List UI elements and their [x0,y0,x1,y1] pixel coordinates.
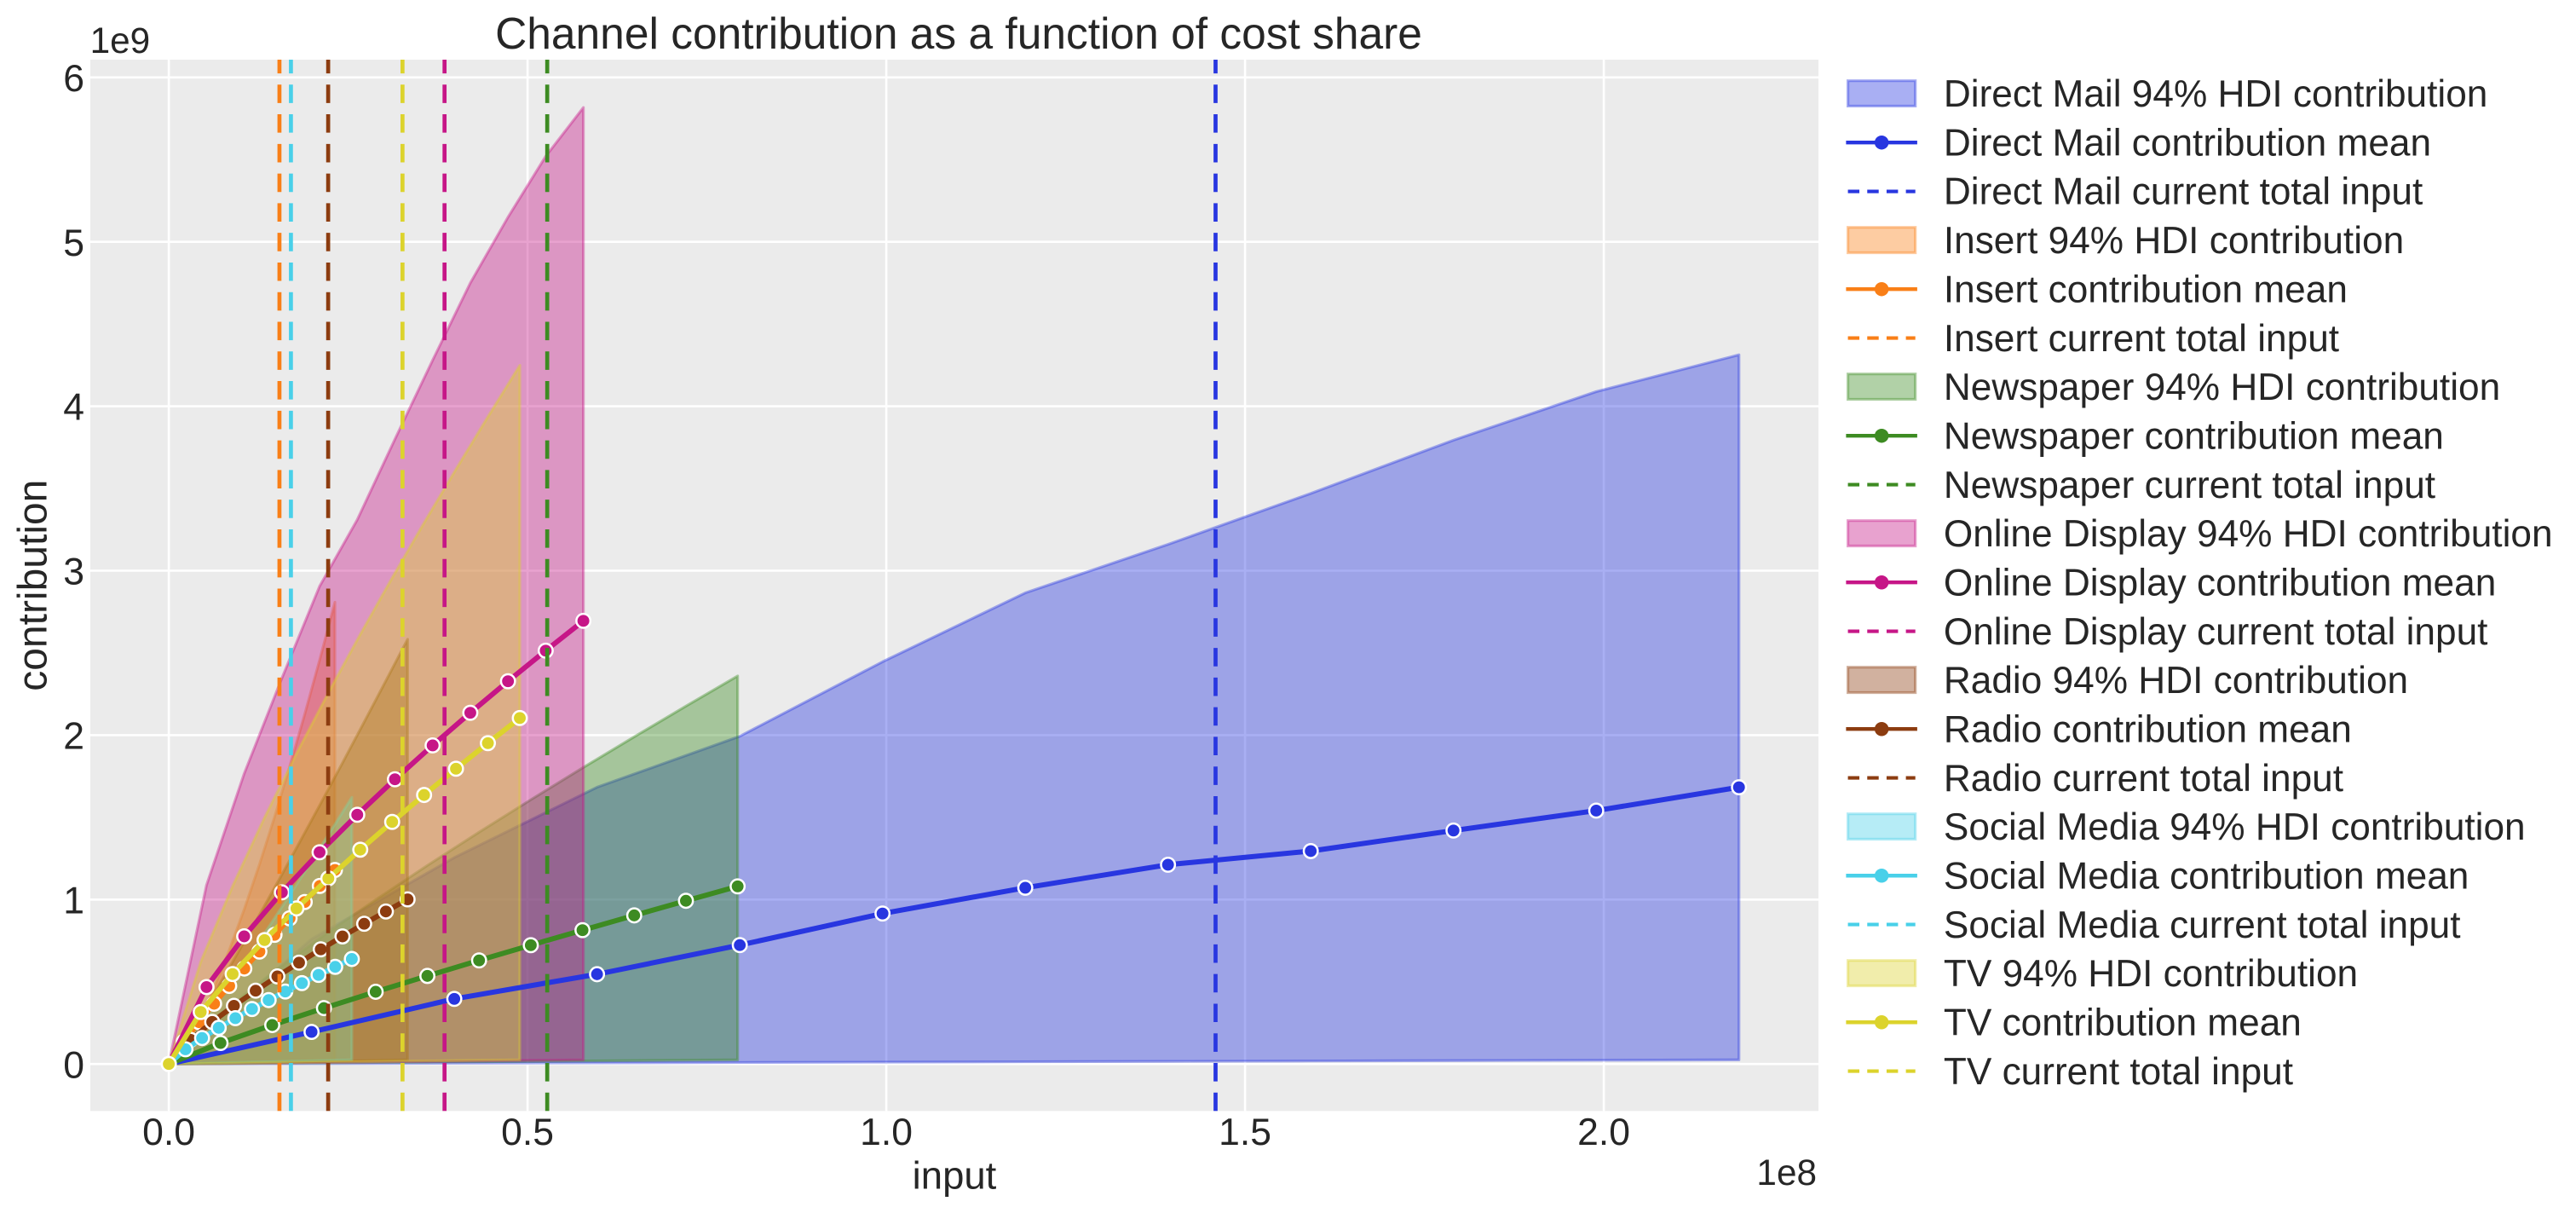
svg-text:Newspaper contribution mean: Newspaper contribution mean [1944,415,2444,457]
svg-text:Newspaper 94% HDI contribution: Newspaper 94% HDI contribution [1944,367,2500,408]
svg-text:1.0: 1.0 [860,1112,913,1153]
svg-text:Social Media current total inp: Social Media current total input [1944,904,2461,946]
svg-text:TV 94% HDI contribution: TV 94% HDI contribution [1944,953,2358,995]
svg-text:5: 5 [63,222,84,264]
svg-text:1e8: 1e8 [1756,1152,1817,1193]
svg-text:Social Media contribution mean: Social Media contribution mean [1944,855,2469,897]
svg-text:0.0: 0.0 [142,1112,195,1153]
svg-text:Online Display current total i: Online Display current total input [1944,611,2488,653]
svg-text:Newspaper current total input: Newspaper current total input [1944,465,2435,506]
svg-text:Channel contribution as a func: Channel contribution as a function of co… [495,9,1422,58]
svg-text:Radio current total input: Radio current total input [1944,758,2343,800]
svg-text:Online Display contribution me: Online Display contribution mean [1944,562,2496,604]
svg-text:6: 6 [63,58,84,100]
svg-text:1: 1 [63,880,84,921]
svg-text:Radio 94% HDI contribution: Radio 94% HDI contribution [1944,660,2408,702]
svg-text:TV current total input: TV current total input [1944,1051,2293,1093]
svg-text:1e9: 1e9 [90,20,151,61]
svg-text:Online Display 94% HDI contrib: Online Display 94% HDI contribution [1944,513,2553,555]
svg-text:Insert 94% HDI contribution: Insert 94% HDI contribution [1944,220,2404,262]
svg-text:Direct Mail contribution mean: Direct Mail contribution mean [1944,122,2431,164]
svg-text:0: 0 [63,1044,84,1086]
svg-text:Direct Mail current total inpu: Direct Mail current total input [1944,171,2423,213]
svg-text:4: 4 [63,387,84,429]
svg-text:Insert contribution mean: Insert contribution mean [1944,269,2348,310]
svg-text:0.5: 0.5 [501,1112,554,1153]
svg-text:3: 3 [63,552,84,593]
svg-text:2: 2 [63,716,84,758]
svg-text:Social Media 94% HDI contribut: Social Media 94% HDI contribution [1944,806,2526,848]
svg-text:TV contribution mean: TV contribution mean [1944,1002,2302,1043]
svg-text:contribution: contribution [10,480,55,691]
svg-text:Radio contribution mean: Radio contribution mean [1944,708,2352,750]
svg-text:input: input [913,1153,997,1197]
svg-text:Insert current total input: Insert current total input [1944,318,2339,360]
svg-text:2.0: 2.0 [1577,1112,1630,1153]
svg-text:Direct Mail 94% HDI contributi: Direct Mail 94% HDI contribution [1944,73,2488,115]
svg-text:1.5: 1.5 [1219,1112,1271,1153]
